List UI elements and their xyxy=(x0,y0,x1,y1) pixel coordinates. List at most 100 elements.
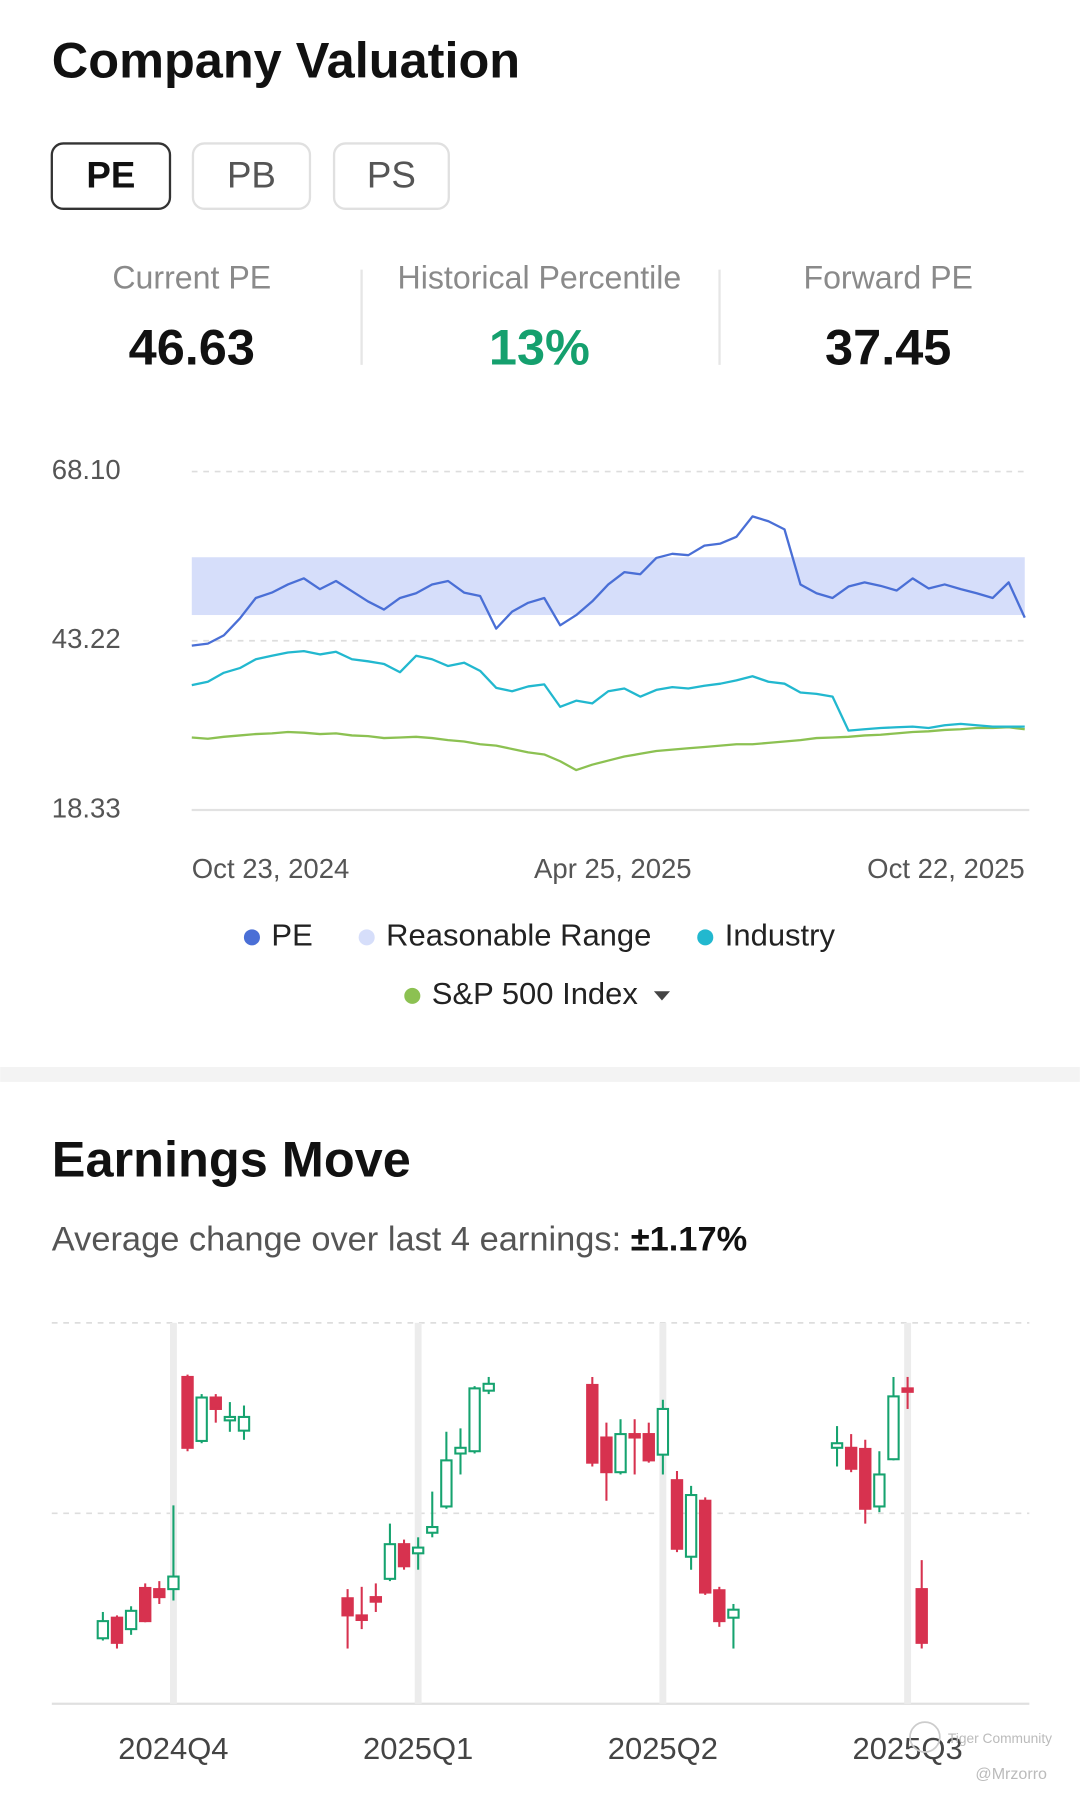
candle-body xyxy=(195,1396,208,1442)
legend-marker xyxy=(243,929,260,946)
dropdown-arrow[interactable] xyxy=(653,991,670,1001)
candle-body xyxy=(482,1382,495,1392)
candle-body xyxy=(887,1395,900,1461)
section-title: Earnings Move xyxy=(52,1131,411,1188)
legend-item[interactable]: Reasonable Range xyxy=(358,918,652,953)
legend-item[interactable]: S&P 500 Index xyxy=(404,976,638,1011)
candle-body xyxy=(830,1442,844,1449)
candle-body xyxy=(223,1415,237,1422)
legend-marker xyxy=(404,987,421,1004)
earnings-chart: 2024Q4 2025Q1 2025Q2 2025Q3 xyxy=(51,1322,1030,1766)
candle-body xyxy=(656,1407,670,1456)
legend-marker xyxy=(358,929,375,946)
average-move: ±1.17% xyxy=(631,1220,747,1258)
candle-body xyxy=(699,1499,712,1594)
candle-body xyxy=(181,1375,194,1449)
tab[interactable]: PB xyxy=(191,142,312,210)
stat-value: 13% xyxy=(489,318,590,375)
candle-body xyxy=(727,1608,740,1619)
candle-body xyxy=(844,1446,858,1470)
tab-label: PB xyxy=(227,155,276,196)
candle-body xyxy=(614,1433,627,1474)
candle-body xyxy=(426,1525,439,1534)
y-tick-label: 43.22 xyxy=(52,623,121,654)
tab-bar: PE PB PS xyxy=(50,142,450,210)
candle-body xyxy=(237,1415,251,1432)
x-tick-label: Apr 25, 2025 xyxy=(534,853,692,884)
watermark-user: @Mrzorro xyxy=(975,1765,1047,1783)
stat-label: Historical Percentile xyxy=(398,259,682,295)
candle-body xyxy=(873,1473,886,1508)
line-series xyxy=(191,515,1026,647)
candle-body xyxy=(915,1588,928,1644)
legend-label: Reasonable Range xyxy=(386,918,651,953)
pe-chart: 18.33 43.22 68.10 Oct 23, 2024 Apr 25, 2025 O… xyxy=(52,454,1030,1011)
earnings-day-marker xyxy=(414,1322,422,1704)
candle-body xyxy=(139,1586,152,1623)
legend-label: PE xyxy=(271,918,312,953)
candle-body xyxy=(96,1620,110,1640)
candle-body xyxy=(684,1494,698,1558)
candle-body xyxy=(600,1436,613,1474)
earnings-day-marker xyxy=(659,1322,667,1704)
legend-label: Industry xyxy=(725,918,836,953)
x-tick-label: 2024Q4 xyxy=(118,1731,228,1766)
candle-body xyxy=(411,1546,425,1555)
candle-body xyxy=(209,1396,222,1410)
candle-body xyxy=(713,1589,726,1623)
candle-body xyxy=(383,1543,397,1580)
x-tick-label: Oct 23, 2024 xyxy=(192,853,350,884)
legend-marker xyxy=(697,929,714,946)
range-band xyxy=(191,557,1025,616)
stat-label: Current PE xyxy=(112,259,271,295)
candle-body xyxy=(153,1588,166,1599)
line-series xyxy=(191,649,1025,732)
candle-body xyxy=(454,1446,467,1455)
stat-label: Forward PE xyxy=(803,259,973,295)
candle-body xyxy=(369,1596,383,1603)
subtitle-text: Average change over last 4 earnings: xyxy=(52,1220,621,1258)
stats-row: Current PE 46.63 Historical Percentile 13% F… xyxy=(112,259,973,375)
tab-label: PS xyxy=(367,155,416,196)
legend-label: S&P 500 Index xyxy=(432,976,639,1011)
watermark-logo xyxy=(909,1721,941,1753)
x-tick-label: 2025Q1 xyxy=(363,1731,473,1766)
stat-value: 37.45 xyxy=(825,318,951,375)
candle-body xyxy=(670,1479,684,1550)
y-tick-label: 18.33 xyxy=(52,792,121,823)
candle-body xyxy=(110,1616,124,1644)
section-separator xyxy=(0,1067,1080,1082)
stat-value: 46.63 xyxy=(129,318,255,375)
candle-body xyxy=(124,1609,138,1631)
watermark-brand: Tiger Community xyxy=(948,1731,1052,1746)
tab-box xyxy=(191,142,312,210)
subtitle: Average change over last 4 earnings: ±1.… xyxy=(52,1220,747,1258)
tab-label: PE xyxy=(86,155,135,196)
tab-box xyxy=(50,142,172,210)
legend-item[interactable]: Industry xyxy=(697,918,835,953)
candle-body xyxy=(397,1543,411,1568)
candle-body xyxy=(586,1383,599,1464)
candle-body xyxy=(341,1597,354,1617)
line-series xyxy=(191,726,1025,772)
tab-box xyxy=(332,142,450,210)
tab[interactable]: PE xyxy=(50,142,172,210)
candle-body xyxy=(440,1459,453,1508)
candle-body xyxy=(167,1575,180,1591)
x-tick-label: 2025Q2 xyxy=(608,1731,718,1766)
candle-body xyxy=(355,1614,368,1622)
section-title: Company Valuation xyxy=(52,32,520,89)
legend-item[interactable]: PE xyxy=(243,918,313,953)
candle-body xyxy=(859,1447,872,1510)
tab[interactable]: PS xyxy=(332,142,450,210)
candle-body xyxy=(628,1433,641,1439)
candle-body xyxy=(901,1387,914,1393)
earnings-day-marker xyxy=(904,1322,912,1704)
x-tick-label: Oct 22, 2025 xyxy=(867,853,1025,884)
x-tick-label: 2025Q3 xyxy=(852,1731,962,1766)
candle-body xyxy=(642,1433,655,1462)
candle-body xyxy=(468,1387,481,1453)
